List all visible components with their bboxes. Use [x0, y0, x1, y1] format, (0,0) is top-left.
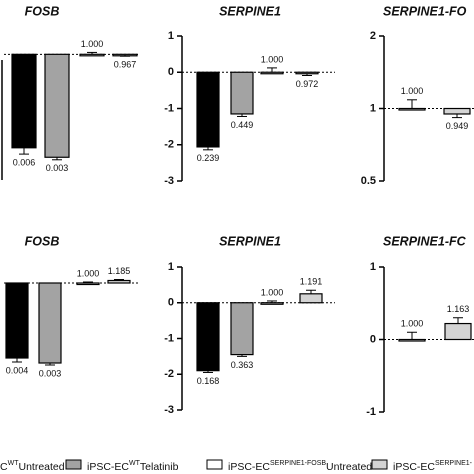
legend-swatch [206, 459, 223, 470]
bar [398, 107, 426, 111]
bar [230, 302, 254, 356]
bar [5, 282, 29, 359]
y-tick-label: 2 [370, 30, 376, 42]
y-tick-label: -3 [164, 404, 174, 416]
y-tick-label: 0 [168, 66, 174, 78]
legend: CWTUntreated iPSC-ECWTTelatinib iPSC-ECSER… [0, 459, 473, 473]
bar [196, 71, 220, 148]
legend-text: Telatinib [140, 461, 179, 473]
panel: FOSB 0.006 0.003 1.000 0.967 [4, 4, 140, 173]
bar-label: 1.191 [300, 277, 323, 287]
bar-label: 0.967 [114, 60, 137, 70]
bar [443, 107, 471, 115]
bar-label: 1.000 [401, 319, 424, 329]
bar-label: 0.168 [197, 376, 220, 386]
bar [38, 282, 62, 364]
legend-sup: SERPINE1- [435, 460, 473, 467]
y-tick-label: -1 [366, 406, 376, 418]
legend-text: C [0, 461, 8, 473]
chart-title: SERPINE1 [219, 234, 281, 248]
bar [79, 53, 105, 57]
legend-label: iPSC-ECWTTelatinib [87, 460, 179, 473]
legend-label: iPSC-ECSERPINE1- [393, 460, 473, 473]
legend-text: iPSC-EC [228, 461, 270, 473]
bar-label: 1.185 [108, 266, 131, 276]
bar [76, 282, 100, 286]
bar-label: 0.003 [46, 163, 69, 173]
y-tick-label: -2 [164, 139, 174, 151]
y-tick-label: -1 [164, 102, 174, 114]
y-tick-label: 1 [168, 261, 174, 273]
panel: SERPINE1-FC -1 0 1 1.000 1.163 [366, 234, 474, 418]
bar-label: 1.163 [447, 304, 470, 314]
panel: SERPINE1-FO 0.5 1 2 1.000 0.949 [361, 4, 474, 187]
y-tick-label: 0 [370, 333, 376, 345]
chart-title: FOSB [25, 234, 60, 248]
legend-sup: WT [8, 460, 20, 467]
legend-label: iPSC-ECSERPINE1-FOSBUntreated [228, 460, 372, 473]
bar [44, 53, 70, 158]
legend-text: iPSC-EC [87, 461, 129, 473]
legend-swatch [65, 459, 82, 470]
chart-title: SERPINE1 [219, 4, 281, 18]
legend-sup: WT [129, 460, 141, 467]
y-tick-label: -3 [164, 175, 174, 187]
bar [230, 71, 254, 115]
panel: SERPINE1 -3 -2 -1 0 1 0.239 0.449 1.000 0.972 [164, 4, 335, 187]
bar-label: 0.004 [6, 365, 29, 375]
panel: SERPINE1 -3 -2 -1 0 1 0.168 0.363 1.000 1.191 [164, 234, 335, 416]
y-tick-label: 1 [370, 102, 376, 114]
bar-label: 0.363 [231, 360, 254, 370]
bar [260, 71, 284, 75]
y-tick-label: -2 [164, 368, 174, 380]
bar-label: 1.000 [261, 54, 284, 64]
bar-label: 0.003 [39, 368, 62, 378]
bar-label: 1.000 [261, 287, 284, 297]
y-tick-label: 1 [370, 261, 376, 273]
bar [196, 302, 220, 372]
legend-sup: SERPINE1-FOSB [270, 460, 326, 467]
bar-label: 0.972 [296, 79, 319, 89]
bar-label: 0.006 [13, 157, 36, 167]
bar-label: 1.000 [81, 39, 104, 49]
y-tick-label: 0.5 [361, 175, 376, 187]
legend-text: Untreated [18, 461, 64, 473]
bar [260, 302, 284, 305]
bar [295, 71, 319, 75]
legend-text: Untreated [326, 461, 372, 473]
bar-label: 0.239 [197, 153, 220, 163]
bar [299, 293, 323, 304]
chart-title: SERPINE1-FC [383, 234, 467, 248]
bar [107, 279, 131, 284]
panel: FOSB 0.004 0.003 1.000 1.185 [4, 234, 140, 378]
legend-label: CWTUntreated [0, 460, 65, 473]
chart-title: FOSB [25, 4, 60, 18]
bar [398, 338, 426, 342]
legend-swatch [371, 459, 388, 470]
bar-label: 1.000 [401, 86, 424, 96]
bar-label: 1.000 [77, 268, 100, 278]
y-tick-label: -1 [164, 332, 174, 344]
bar [11, 53, 37, 149]
chart-title: SERPINE1-FO [383, 4, 467, 18]
bar [444, 322, 472, 341]
bar-label: 0.449 [231, 120, 254, 130]
y-tick-label: 1 [168, 30, 174, 42]
bar-label: 0.949 [446, 121, 469, 131]
y-tick-label: 0 [168, 297, 174, 309]
legend-text: iPSC-EC [393, 461, 435, 473]
